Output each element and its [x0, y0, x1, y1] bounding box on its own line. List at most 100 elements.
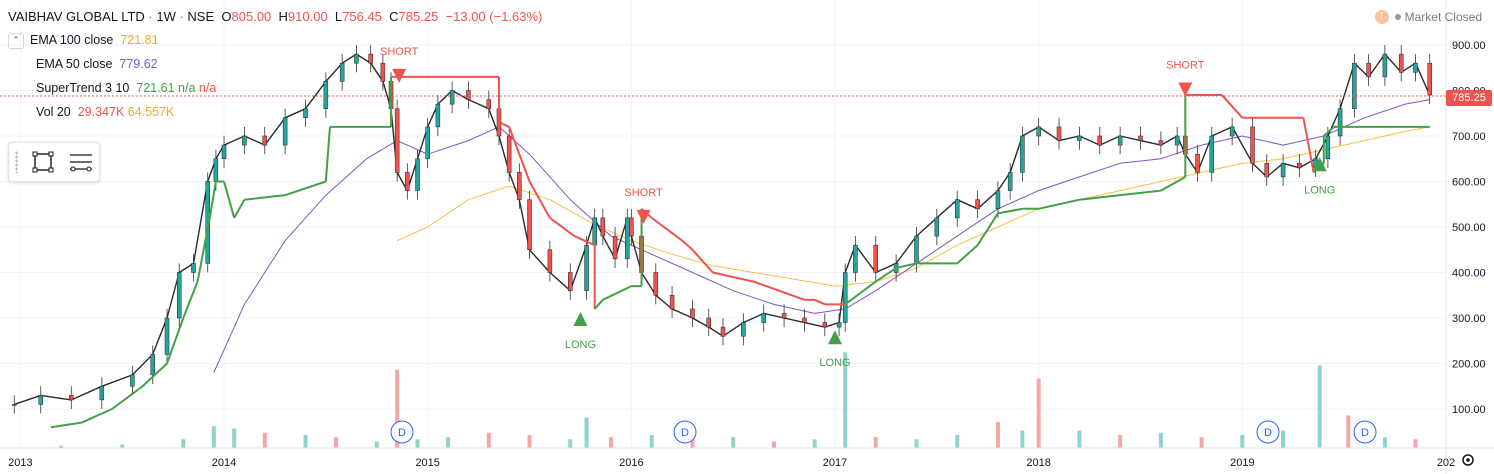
- volume-bar: [374, 441, 379, 448]
- candle-body: [592, 217, 597, 246]
- volume-bar: [608, 437, 613, 448]
- short-arrow: [636, 209, 651, 224]
- supertrend-segment: [844, 280, 877, 306]
- supertrend-segment: [1233, 108, 1244, 119]
- candle-body: [934, 217, 940, 237]
- candle-body: [405, 172, 410, 191]
- svg-text:D: D: [1361, 427, 1369, 439]
- candle-body: [669, 295, 675, 310]
- volume-bar: [395, 369, 400, 448]
- volume-bar: [812, 439, 817, 448]
- candle-body: [802, 317, 807, 323]
- open-value: 805.00: [231, 9, 272, 24]
- interval[interactable]: 1W: [156, 9, 176, 24]
- supertrend-segment: [244, 194, 286, 201]
- time-tick-label: 2015: [415, 457, 439, 469]
- svg-text:D: D: [681, 427, 689, 439]
- supertrend-legend[interactable]: SuperTrend 3 10 721.61 n/a n/a: [8, 76, 542, 100]
- time-tick-label: 202: [1437, 457, 1455, 469]
- candle-body: [242, 135, 247, 146]
- volume-bar: [232, 428, 237, 448]
- volume-bar: [955, 434, 960, 448]
- change-value: −13.00 (−1.63%): [445, 9, 543, 24]
- chevron-down-icon[interactable]: ⌃: [8, 32, 24, 49]
- supertrend-segment: [814, 298, 826, 306]
- time-tick-label: 2013: [8, 457, 32, 469]
- candle-body: [853, 244, 858, 273]
- supertrend-segment: [681, 239, 694, 251]
- short-label: SHORT: [624, 187, 663, 199]
- volume-bar: [1199, 437, 1204, 448]
- time-tick-label: 2018: [1026, 457, 1050, 469]
- volume-bar: [1020, 430, 1025, 448]
- candle-body: [354, 53, 359, 64]
- lines-tool-icon[interactable]: [65, 147, 95, 177]
- volume-bar: [690, 439, 695, 448]
- rectangle-tool-icon[interactable]: [27, 147, 57, 177]
- volume-bar: [914, 439, 919, 448]
- candle-body: [303, 108, 308, 119]
- ema100-legend[interactable]: ⌃ EMA 100 close 721.81: [8, 28, 542, 52]
- candle-body: [995, 190, 1001, 210]
- candle-body: [1337, 108, 1343, 137]
- volume-bar: [527, 434, 532, 448]
- svg-text:D: D: [398, 427, 406, 439]
- price-tick-label: 300.00: [1452, 313, 1486, 325]
- candle-body: [1413, 62, 1418, 73]
- ema50-legend[interactable]: EMA 50 close 779.62: [8, 52, 542, 76]
- alert-icon[interactable]: !: [1374, 10, 1389, 24]
- dividend-marker: [673, 420, 697, 444]
- long-arrow: [1312, 157, 1327, 172]
- time-tick-label: 2019: [1230, 457, 1254, 469]
- close-label: C: [389, 9, 399, 24]
- candle-body: [1036, 126, 1041, 137]
- price-axis: 900.00800.00700.00600.00500.00400.00300.…: [1445, 0, 1486, 474]
- candle-body: [69, 395, 74, 401]
- candle-body: [323, 81, 329, 109]
- time-tick-label: 2017: [823, 457, 847, 469]
- supertrend-segment: [50, 421, 82, 429]
- candle-body: [99, 386, 105, 401]
- exchange: NSE: [187, 9, 215, 24]
- symbol-name[interactable]: VAIBHAV GLOBAL LTD: [8, 9, 145, 24]
- high-value: 910.00: [287, 9, 328, 24]
- volume-bar: [1317, 365, 1322, 448]
- drag-handle[interactable]: [15, 151, 18, 173]
- price-tick-label: 100.00: [1452, 404, 1486, 416]
- candle-body: [1280, 163, 1286, 178]
- supertrend-segment: [141, 362, 168, 387]
- candle-body: [625, 217, 630, 260]
- volume-bar: [771, 441, 776, 448]
- volume-bar: [584, 417, 589, 448]
- price-tick-label: 200.00: [1452, 359, 1486, 371]
- candle-body: [1382, 53, 1388, 78]
- volume-bar: [873, 437, 878, 448]
- candle-body: [653, 272, 659, 296]
- supertrend-segment: [166, 317, 185, 364]
- supertrend-segment: [182, 281, 199, 319]
- supertrend-label: SuperTrend 3 10: [36, 81, 130, 95]
- supertrend-segment: [81, 408, 113, 424]
- dividend-marker: [390, 420, 414, 444]
- supertrend-segment: [895, 262, 917, 269]
- candle-body: [282, 117, 288, 146]
- candle-body: [600, 217, 606, 237]
- volume-value: 29.347K: [77, 105, 125, 119]
- volume-bar: [1036, 378, 1041, 448]
- candle-body: [629, 217, 634, 237]
- supertrend-segment: [753, 280, 805, 301]
- candle-body: [1117, 135, 1123, 146]
- candle-body: [741, 322, 746, 337]
- supertrend-value-3: n/a: [198, 81, 217, 95]
- supertrend-segment: [875, 267, 897, 283]
- volume-legend[interactable]: Vol 20 29.347K 64.557K: [8, 100, 542, 124]
- drawing-toolbox[interactable]: [8, 142, 100, 182]
- candle-body: [873, 244, 878, 273]
- long-arrow: [573, 312, 588, 326]
- supertrend-segment: [1038, 198, 1080, 210]
- price-tick-label: 900.00: [1452, 40, 1486, 52]
- dividend-marker: [1353, 420, 1377, 444]
- price-tick-label: 600.00: [1452, 177, 1486, 189]
- last-price-tag: 785.25: [1446, 90, 1492, 106]
